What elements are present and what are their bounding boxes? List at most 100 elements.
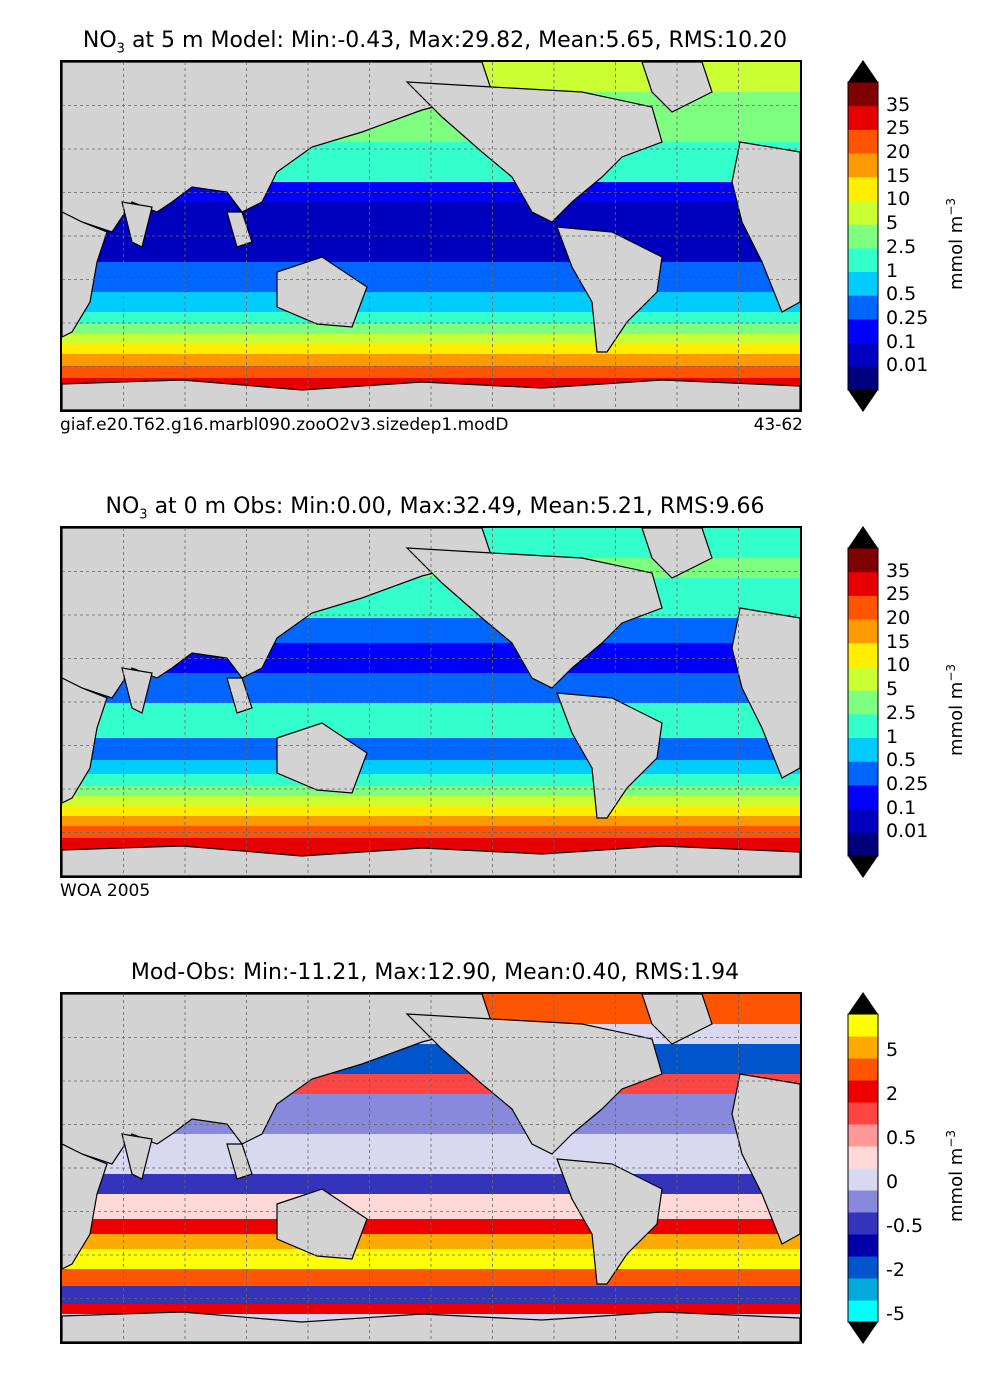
southeast-asia-landmass xyxy=(226,677,253,714)
obs-map-plot xyxy=(62,528,800,876)
colorbar-tick-label: 2 xyxy=(886,1083,899,1106)
colorbar-segment xyxy=(848,1036,878,1059)
colorbar-segment xyxy=(848,1256,878,1279)
south-america-landmass xyxy=(556,1158,663,1285)
colorbar-tick-label: 35 xyxy=(886,93,911,116)
africa-landmass xyxy=(62,677,108,804)
colorbar-segment xyxy=(848,666,878,691)
australia-landmass xyxy=(276,1188,368,1260)
colorbar-segment xyxy=(848,642,878,667)
diff-units-label: mmol m−3 xyxy=(944,1129,967,1222)
colorbar-segment xyxy=(848,1168,878,1191)
model-panel: NO3 at 5 m Model: Min:-0.43, Max:29.82, … xyxy=(0,0,993,460)
colorbar-tick-label: 5 xyxy=(886,1039,899,1062)
colorbar-segment xyxy=(848,713,878,739)
colorbar-tick-label: 20 xyxy=(886,607,911,630)
colorbar-tick-label: 0.5 xyxy=(886,749,917,772)
contour-band xyxy=(62,344,800,354)
colorbar-tick-label: 2.5 xyxy=(886,235,917,258)
colorbar-tick-label: -5 xyxy=(886,1303,905,1326)
model-title: NO3 at 5 m Model: Min:-0.43, Max:29.82, … xyxy=(82,28,788,57)
colorbar-tick-label: 5 xyxy=(886,212,899,235)
colorbar-tick-label: 1 xyxy=(886,725,899,748)
contour-band xyxy=(62,786,800,796)
colorbar-segment xyxy=(848,105,878,130)
colorbar-segment xyxy=(848,224,878,249)
colorbar-tick-label: 25 xyxy=(886,583,911,606)
colorbar-segment xyxy=(848,761,878,786)
obs-panel: NO3 at 0 m Obs: Min:0.00, Max:32.49, Mea… xyxy=(60,494,967,901)
diff-map-plot xyxy=(62,994,800,1342)
colorbar-segment xyxy=(848,342,878,367)
model-years: 43-62 xyxy=(753,415,803,435)
colorbar-max-extend xyxy=(848,60,878,82)
colorbar-tick-label: 0.5 xyxy=(886,283,917,306)
australia-landmass xyxy=(276,256,368,328)
colorbar-segment xyxy=(848,1212,878,1235)
model-colorbar-svg xyxy=(847,60,879,412)
southeast-asia-landmass xyxy=(226,1143,253,1180)
colorbar-segment xyxy=(848,129,878,154)
colorbar-segment xyxy=(848,318,878,344)
colorbar-segment xyxy=(848,1014,878,1037)
north-america-landmass xyxy=(405,1013,663,1155)
colorbar-tick-label: 1 xyxy=(886,259,899,282)
colorbar-segment xyxy=(848,1124,878,1147)
colorbar-tick-label: 10 xyxy=(886,654,911,677)
colorbar-segment xyxy=(848,247,878,273)
colorbar-tick-label: 0.01 xyxy=(886,820,929,843)
colorbar-tick-label: 25 xyxy=(886,117,911,140)
colorbar-tick-label: 0 xyxy=(886,1171,899,1194)
colorbar-segment xyxy=(848,1058,878,1081)
colorbar-tick-label: 20 xyxy=(886,141,911,164)
colorbar-segment xyxy=(848,571,878,596)
colorbar-segment xyxy=(848,1234,878,1257)
colorbar-tick-label: 0.25 xyxy=(886,306,929,329)
diff-title: Mod-Obs: Min:-11.21, Max:12.90, Mean:0.4… xyxy=(130,960,740,985)
india-landmass xyxy=(121,201,153,248)
model-map xyxy=(60,60,802,412)
colorbar-segment xyxy=(848,737,878,762)
colorbar-segment xyxy=(848,1278,878,1301)
colorbar-segment xyxy=(848,1300,878,1323)
colorbar-segment xyxy=(848,1146,878,1169)
colorbar-tick-label: 10 xyxy=(886,188,911,211)
model-run-name: giaf.e20.T62.g16.marbl090.zooO2v3.sizede… xyxy=(60,415,509,435)
colorbar-tick-label: 0.25 xyxy=(886,772,929,795)
india-landmass xyxy=(121,667,153,714)
colorbar-tick-label: 0.1 xyxy=(886,796,917,819)
diff-colorbar-svg xyxy=(847,992,879,1344)
colorbar-tick-label: 0.1 xyxy=(886,330,917,353)
obs-map xyxy=(60,526,802,878)
colorbar-min-extend xyxy=(848,1322,878,1344)
obs-source: WOA 2005 xyxy=(60,881,151,901)
colorbar-min-extend xyxy=(848,856,878,878)
colorbar-segment xyxy=(848,82,878,107)
colorbar-tick-label: 15 xyxy=(886,630,911,653)
contour-band xyxy=(62,816,800,826)
africa-landmass xyxy=(62,1143,108,1270)
colorbar-frame xyxy=(847,547,879,857)
obs-colorbar xyxy=(847,526,879,878)
colorbar-segment xyxy=(848,1102,878,1125)
colorbar-segment xyxy=(848,619,878,644)
colorbar-segment xyxy=(848,808,878,833)
colorbar-frame xyxy=(847,1013,879,1323)
diff-map xyxy=(60,992,802,1344)
south-america-landmass xyxy=(556,692,663,819)
colorbar-segment xyxy=(848,153,878,178)
australia-landmass xyxy=(276,722,368,794)
colorbar-min-extend xyxy=(848,390,878,412)
southeast-asia-landmass xyxy=(226,211,253,248)
colorbar-tick-label: -2 xyxy=(886,1259,905,1282)
obs-colorbar-svg xyxy=(847,526,879,878)
colorbar-segment xyxy=(848,784,878,810)
colorbar-frame xyxy=(847,81,879,391)
colorbar-segment xyxy=(848,1190,878,1213)
colorbar-segment xyxy=(848,176,878,201)
colorbar-segment xyxy=(848,200,878,225)
north-america-landmass xyxy=(405,547,663,689)
colorbar-segment xyxy=(848,366,878,391)
colorbar-segment xyxy=(848,271,878,296)
